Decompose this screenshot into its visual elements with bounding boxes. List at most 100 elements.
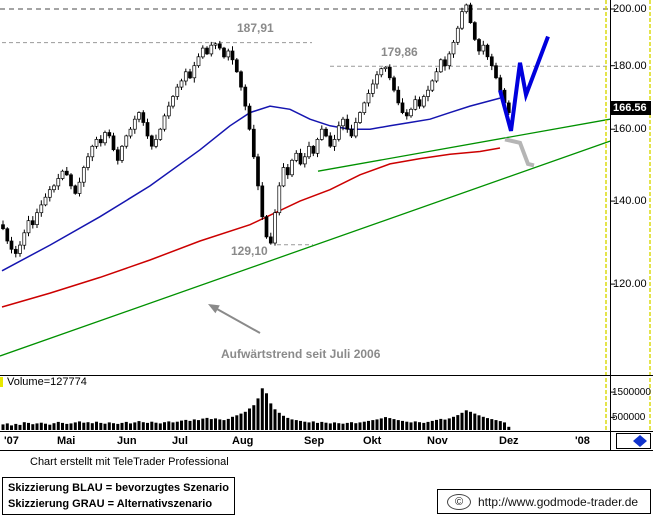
- volume-bar: [82, 422, 86, 430]
- candle-body: [421, 96, 426, 107]
- volume-bar: [320, 421, 324, 430]
- volume-bar: [362, 421, 366, 430]
- alternative-scenario-sketch: [504, 137, 535, 168]
- scenario-legend: Skizzierung BLAU = bevorzugtes Szenario …: [2, 477, 235, 515]
- volume-bar: [392, 419, 396, 430]
- candle-body: [179, 80, 184, 88]
- candle-body: [370, 83, 375, 94]
- candle-body: [290, 159, 294, 176]
- candlestick-series: [1, 2, 511, 258]
- price-axis-label: 200.00: [613, 3, 647, 15]
- volume-bar: [388, 418, 392, 430]
- copyright-icon: ©: [447, 493, 471, 510]
- volume-bar: [205, 417, 209, 430]
- volume-axis-label: 500000: [612, 412, 646, 423]
- candle-body: [22, 232, 27, 246]
- volume-bar: [443, 419, 447, 430]
- volume-bar: [447, 418, 451, 430]
- volume-bar: [137, 421, 141, 430]
- candle-body: [277, 185, 282, 214]
- ma-fast-line: [1, 97, 501, 272]
- candle-body: [141, 112, 146, 123]
- volume-bar: [188, 420, 192, 430]
- candle-body: [451, 41, 456, 55]
- candle-body: [239, 71, 243, 88]
- volume-bar: [409, 422, 413, 430]
- volume-label-tick: [0, 377, 3, 387]
- volume-bar: [252, 405, 256, 430]
- candle-body: [489, 56, 494, 67]
- candle-body: [438, 59, 443, 73]
- volume-axis-label: 1500000: [612, 387, 651, 398]
- candle-body: [103, 132, 107, 144]
- volume-bar: [426, 421, 430, 430]
- volume-bar: [103, 423, 107, 430]
- volume-bar: [158, 423, 162, 430]
- scroll-end-icon[interactable]: [633, 435, 647, 447]
- price-axis-label: 160.00: [613, 123, 647, 135]
- candle-body: [307, 145, 311, 158]
- candle-body: [213, 43, 218, 46]
- candle-body: [1, 224, 5, 230]
- volume-bar: [235, 415, 239, 430]
- candle-body: [73, 185, 78, 194]
- support-label-12910: 129,10: [231, 244, 268, 258]
- volume-bar: [452, 416, 455, 430]
- candle-body: [349, 128, 354, 137]
- volume-bar: [5, 423, 9, 430]
- volume-bar: [180, 420, 183, 430]
- volume-bar: [379, 418, 383, 430]
- volume-bar: [163, 422, 166, 430]
- candle-body: [247, 105, 252, 130]
- candle-body: [319, 128, 324, 140]
- volume-bar: [99, 422, 103, 430]
- candle-body: [455, 27, 460, 43]
- volume-bar: [333, 422, 336, 430]
- candle-body: [149, 135, 154, 147]
- volume-bar: [481, 416, 485, 430]
- candle-body: [396, 89, 401, 104]
- volume-bar: [65, 423, 69, 430]
- trend-arrow-head: [208, 304, 220, 314]
- candle-body: [120, 145, 124, 161]
- ma-slow-line: [1, 147, 501, 308]
- volume-bar: [129, 423, 132, 430]
- volume-bar: [48, 424, 52, 430]
- chart-credit-text: Chart erstellt mit TeleTrader Profession…: [30, 456, 229, 468]
- candle-body: [209, 44, 214, 55]
- volume-bar: [384, 417, 387, 430]
- candle-body: [9, 240, 14, 250]
- candle-body: [264, 216, 269, 238]
- candle-body: [426, 89, 430, 97]
- volume-bar: [405, 421, 409, 430]
- candle-body: [328, 135, 333, 147]
- volume-bar: [290, 419, 294, 430]
- volume-bar: [396, 420, 400, 430]
- volume-bar: [477, 415, 481, 430]
- candle-body: [115, 149, 120, 161]
- candle-body: [234, 59, 239, 73]
- volume-bar: [248, 408, 251, 430]
- volume-bar: [367, 420, 370, 430]
- candle-body: [166, 105, 171, 117]
- candle-body: [145, 122, 150, 137]
- uptrend-annotation-label: Aufwärtstrend seit Juli 2006: [221, 347, 381, 361]
- volume-readout: Volume=127774: [7, 376, 87, 388]
- candle-body: [336, 125, 341, 140]
- x-axis-label: Okt: [363, 435, 382, 447]
- volume-bar: [269, 403, 273, 430]
- candle-body: [171, 96, 175, 107]
- volume-bar: [192, 419, 196, 430]
- volume-bar: [341, 423, 345, 430]
- volume-bar: [358, 422, 362, 430]
- volume-bar: [90, 423, 94, 430]
- volume-bar: [146, 422, 149, 430]
- volume-bar: [503, 422, 506, 430]
- candle-body: [409, 108, 413, 117]
- volume-bar: [86, 422, 90, 430]
- candle-body: [341, 118, 345, 127]
- candle-body: [413, 99, 418, 110]
- x-axis-label: Jul: [172, 435, 188, 447]
- trend-arrow-shaft: [215, 307, 261, 334]
- candle-body: [154, 139, 158, 147]
